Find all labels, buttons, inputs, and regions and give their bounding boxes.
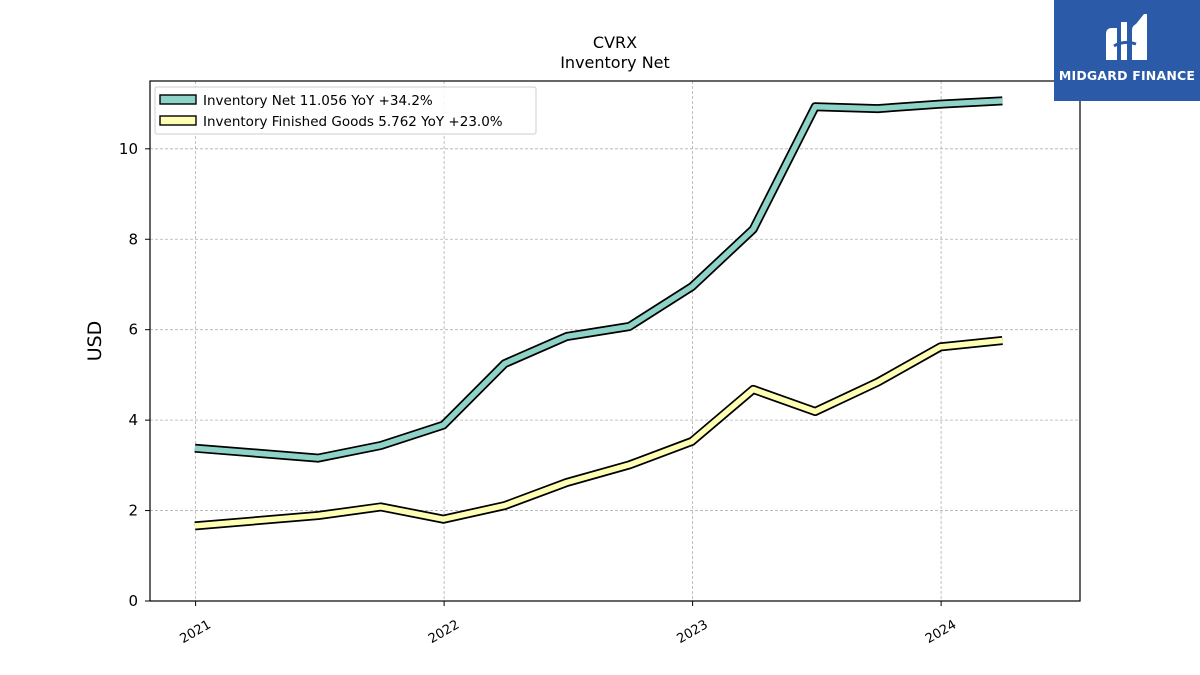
midgard-finance-logo: MIDGARD FINANCE <box>1054 0 1200 101</box>
x-tick-label: 2024 <box>923 617 959 647</box>
series-line-outline-finished-goods <box>194 336 1003 531</box>
y-axis-label: USD <box>84 321 106 362</box>
legend-box <box>154 86 537 135</box>
plot-area <box>149 80 1081 602</box>
y-tick-label: 8 <box>128 230 138 248</box>
y-tick-label: 2 <box>128 502 138 520</box>
logo-text: MIDGARD FINANCE <box>1058 68 1196 83</box>
series-line-outline-inventory-net <box>194 96 1003 463</box>
legend: Inventory Net 11.056 YoY +34.2% Inventor… <box>154 86 537 135</box>
chart-subtitle: Inventory Net <box>560 53 670 72</box>
x-tick-label: 2021 <box>177 617 213 647</box>
legend-swatch-inventory-net <box>159 94 197 105</box>
y-tick-label: 0 <box>128 592 138 610</box>
logo-mark-icon <box>1106 14 1147 60</box>
legend-swatch-finished-goods <box>159 115 197 126</box>
y-tick-label: 6 <box>128 321 138 339</box>
legend-label-finished-goods: Inventory Finished Goods 5.762 YoY +23.0… <box>203 114 503 130</box>
series-line-finished-goods <box>194 337 1003 529</box>
x-tick-label: 2022 <box>426 617 462 647</box>
chart-title: CVRX <box>593 33 637 52</box>
y-tick-label: 4 <box>128 411 138 429</box>
legend-label-inventory-net: Inventory Net 11.056 YoY +34.2% <box>203 93 433 109</box>
series-line-inventory-net <box>194 98 1003 461</box>
y-tick-label: 10 <box>119 140 138 158</box>
x-tick-label: 2023 <box>674 617 710 647</box>
